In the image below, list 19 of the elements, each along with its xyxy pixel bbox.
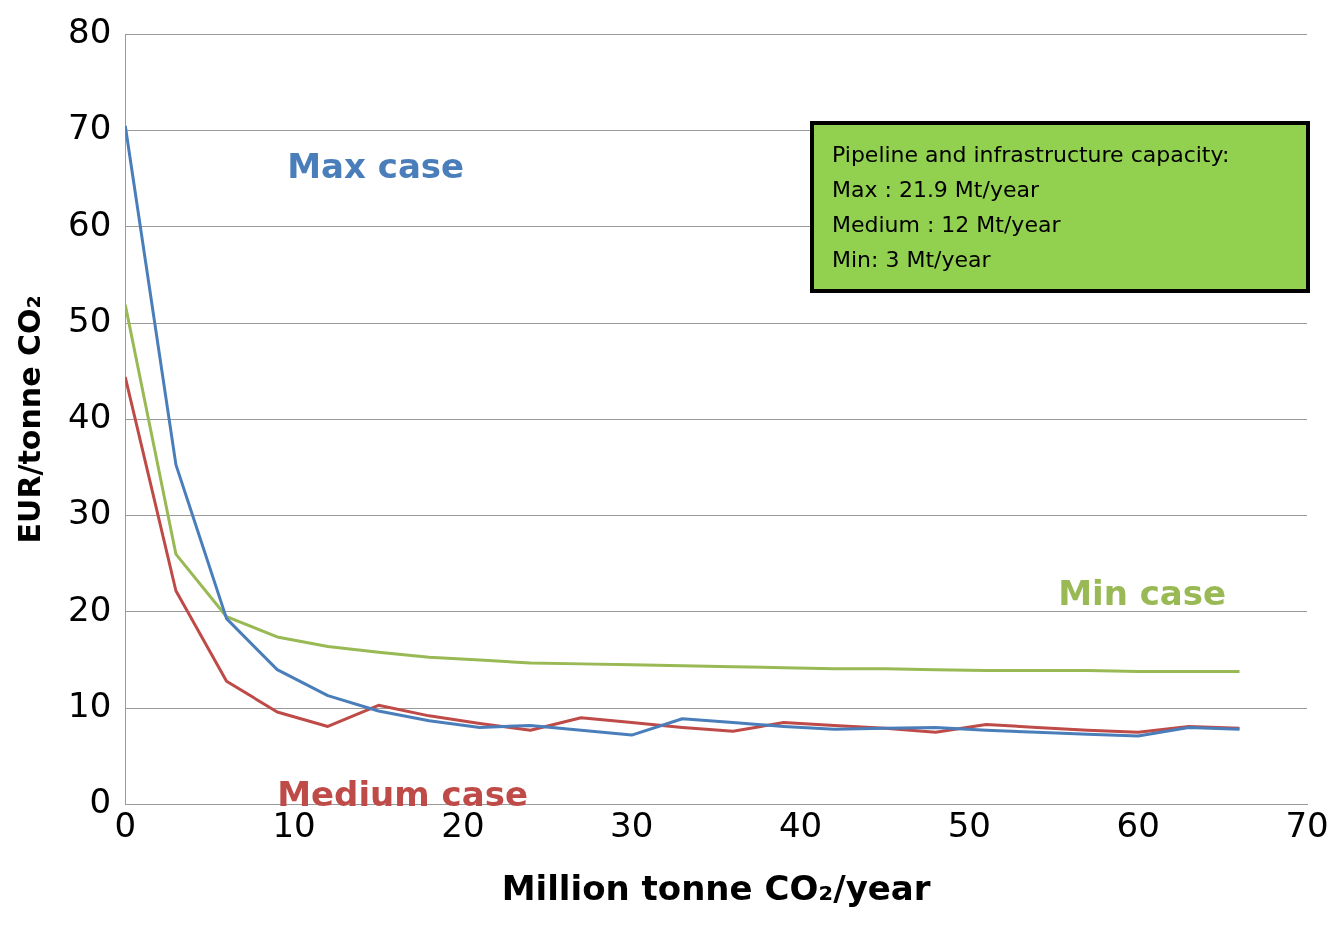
series-label: Min case (1058, 573, 1227, 614)
y-tick-label: 20 (68, 588, 112, 629)
y-tick-label: 10 (68, 684, 112, 725)
text: Max case (287, 146, 465, 187)
x-axis-title: Million tonne CO₂/year (501, 868, 931, 909)
y-tick-label: 70 (68, 107, 112, 148)
y-axis-title: EUR/tonne CO₂ (11, 295, 47, 544)
x-tick-label: 60 (1116, 804, 1160, 845)
y-tick-label: 80 (68, 11, 112, 52)
x-tick-label: 30 (610, 804, 654, 845)
callout-box: Pipeline and infrastructure capacity: Max : 21.9 Mt/year Medium : 12 Mt/year Min: 3 Mt/year (810, 121, 1310, 293)
y-tick-label: 60 (68, 203, 112, 244)
x-tick-label: 0 (114, 804, 137, 845)
x-tick-label: 40 (778, 804, 823, 845)
x-tick-label: 70 (1285, 804, 1329, 845)
y-tick-label: 40 (68, 396, 112, 437)
x-tick-label: 50 (947, 804, 991, 845)
y-tick-label: 50 (68, 299, 112, 340)
y-tick-label: 30 (68, 492, 112, 533)
